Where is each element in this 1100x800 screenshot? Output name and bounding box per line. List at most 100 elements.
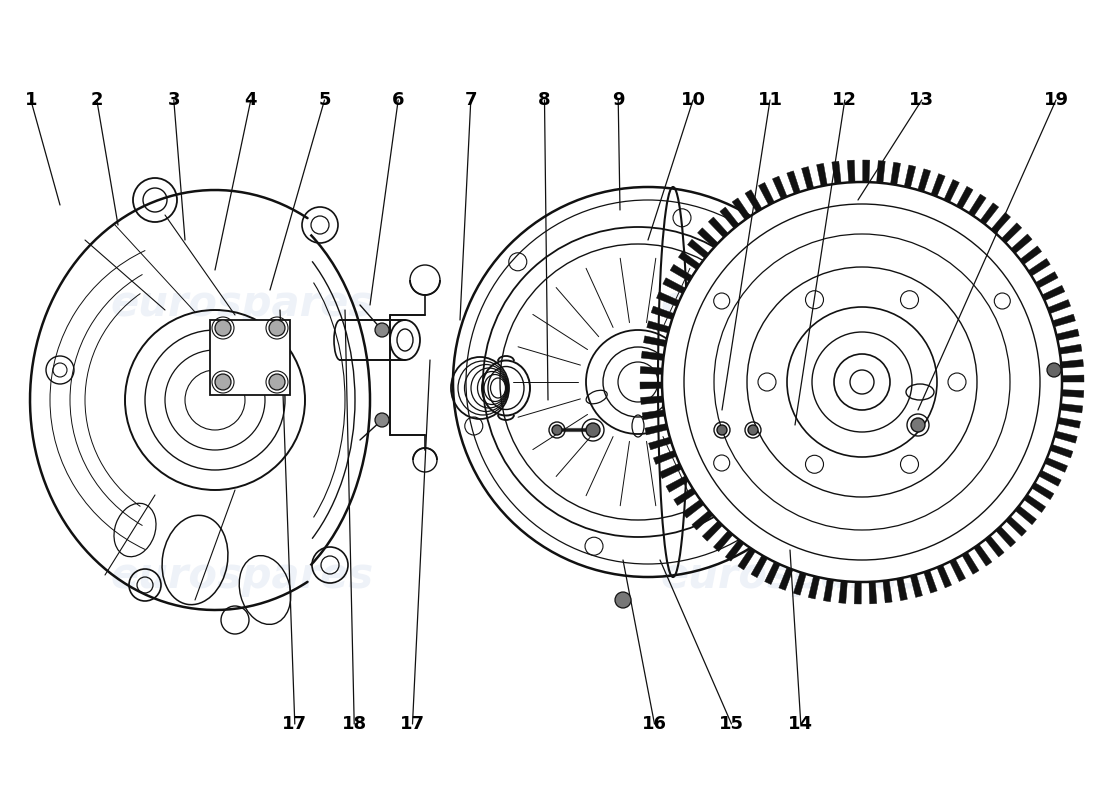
Polygon shape: [759, 182, 774, 205]
Polygon shape: [1005, 516, 1026, 536]
Circle shape: [748, 425, 758, 435]
Polygon shape: [991, 213, 1011, 234]
Polygon shape: [708, 217, 728, 238]
Text: 6: 6: [392, 91, 405, 109]
Polygon shape: [649, 437, 672, 450]
Polygon shape: [877, 161, 886, 183]
Polygon shape: [733, 198, 750, 220]
Circle shape: [270, 320, 285, 336]
Polygon shape: [645, 423, 668, 435]
Text: 12: 12: [833, 91, 857, 109]
Circle shape: [1047, 363, 1062, 377]
Polygon shape: [883, 580, 892, 602]
Circle shape: [662, 182, 1062, 582]
Polygon shape: [944, 179, 959, 202]
Polygon shape: [666, 476, 689, 492]
Polygon shape: [1047, 299, 1070, 314]
Polygon shape: [1057, 418, 1080, 428]
Polygon shape: [745, 190, 762, 212]
Polygon shape: [640, 366, 662, 374]
Polygon shape: [657, 292, 680, 306]
Circle shape: [586, 423, 600, 437]
Polygon shape: [786, 171, 800, 194]
Text: 18: 18: [342, 715, 366, 733]
Polygon shape: [640, 382, 662, 389]
Polygon shape: [697, 228, 718, 248]
Polygon shape: [1060, 403, 1082, 413]
Text: 11: 11: [758, 91, 782, 109]
Polygon shape: [1062, 390, 1084, 398]
Polygon shape: [1038, 470, 1061, 486]
Polygon shape: [779, 567, 793, 590]
Polygon shape: [824, 579, 834, 602]
Polygon shape: [1056, 329, 1079, 341]
Polygon shape: [1049, 445, 1072, 458]
Polygon shape: [1042, 286, 1065, 301]
Polygon shape: [640, 396, 663, 405]
Polygon shape: [1054, 431, 1077, 443]
Text: 10: 10: [681, 91, 705, 109]
Polygon shape: [793, 572, 806, 595]
Polygon shape: [891, 162, 901, 185]
Polygon shape: [1011, 234, 1032, 254]
Polygon shape: [937, 565, 952, 588]
Polygon shape: [719, 207, 739, 228]
Polygon shape: [688, 239, 708, 258]
Polygon shape: [1062, 359, 1084, 368]
Text: 17: 17: [400, 715, 425, 733]
Polygon shape: [692, 510, 713, 530]
Polygon shape: [647, 321, 670, 333]
Text: 19: 19: [1044, 91, 1068, 109]
Polygon shape: [738, 548, 756, 570]
Polygon shape: [855, 582, 861, 604]
Polygon shape: [725, 540, 744, 561]
Polygon shape: [802, 166, 814, 190]
Polygon shape: [869, 582, 877, 604]
Polygon shape: [839, 581, 847, 603]
Polygon shape: [986, 536, 1004, 557]
Polygon shape: [1053, 314, 1076, 327]
Polygon shape: [670, 264, 692, 282]
Circle shape: [717, 425, 727, 435]
Circle shape: [375, 413, 389, 427]
Polygon shape: [949, 559, 966, 582]
Polygon shape: [980, 203, 999, 224]
Polygon shape: [1015, 506, 1036, 525]
Text: eurospares: eurospares: [660, 283, 924, 325]
Text: 7: 7: [464, 91, 477, 109]
Polygon shape: [911, 574, 923, 598]
Polygon shape: [904, 165, 915, 188]
Polygon shape: [641, 351, 664, 361]
Polygon shape: [1045, 458, 1067, 472]
Polygon shape: [974, 544, 992, 566]
Polygon shape: [644, 336, 667, 346]
Text: 1: 1: [24, 91, 37, 109]
Text: 3: 3: [167, 91, 180, 109]
Text: eurospares: eurospares: [110, 555, 374, 597]
Text: 15: 15: [719, 715, 744, 733]
Polygon shape: [931, 174, 945, 197]
Polygon shape: [847, 160, 855, 182]
Polygon shape: [702, 521, 723, 541]
Text: 5: 5: [318, 91, 331, 109]
Polygon shape: [1032, 482, 1054, 500]
Text: eurospares: eurospares: [660, 555, 924, 597]
Polygon shape: [651, 306, 674, 319]
Polygon shape: [663, 278, 685, 294]
Circle shape: [270, 374, 285, 390]
Polygon shape: [917, 169, 931, 192]
Text: 14: 14: [789, 715, 813, 733]
Text: 17: 17: [283, 715, 307, 733]
Polygon shape: [764, 562, 780, 585]
Polygon shape: [1001, 223, 1022, 243]
Text: 8: 8: [538, 91, 551, 109]
Polygon shape: [808, 576, 820, 599]
Polygon shape: [751, 555, 768, 578]
Polygon shape: [996, 526, 1015, 547]
Circle shape: [552, 425, 562, 435]
Circle shape: [214, 374, 231, 390]
FancyBboxPatch shape: [210, 320, 290, 395]
Polygon shape: [659, 463, 682, 478]
Polygon shape: [957, 186, 974, 209]
Polygon shape: [673, 488, 696, 506]
